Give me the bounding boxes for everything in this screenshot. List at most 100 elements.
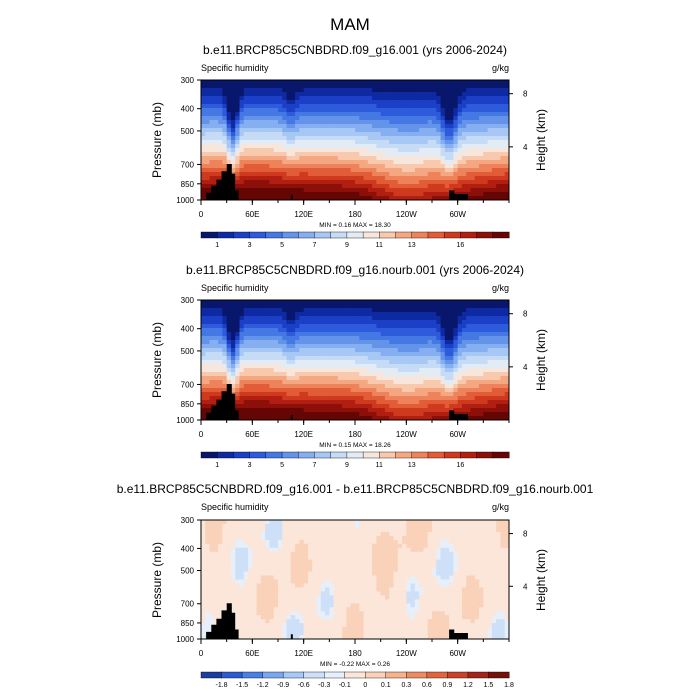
- heatmap-cell: [440, 300, 446, 305]
- heatmap-cell: [483, 152, 489, 157]
- heatmap-cell: [333, 404, 339, 409]
- heatmap-cell: [419, 176, 424, 181]
- heatmap-cell: [393, 392, 399, 397]
- heatmap-cell: [496, 196, 501, 201]
- heatmap-cell: [432, 184, 437, 189]
- heatmap-cell: [397, 144, 403, 149]
- heatmap-cell: [496, 412, 501, 417]
- heatmap-cell: [466, 124, 471, 129]
- heatmap-cell: [209, 180, 215, 185]
- heatmap-cell: [312, 92, 317, 97]
- heatmap-cell: [312, 368, 317, 373]
- heatmap-cell: [235, 627, 240, 632]
- heatmap-cell: [372, 400, 377, 405]
- heatmap-cell: [239, 520, 245, 525]
- heatmap-cell: [312, 160, 317, 165]
- heatmap-cell: [444, 84, 450, 89]
- heatmap-cell: [213, 120, 219, 125]
- heatmap-cell: [414, 404, 420, 409]
- heatmap-cell: [470, 320, 476, 325]
- heatmap-cell: [346, 340, 352, 345]
- heatmap-cell: [201, 543, 206, 549]
- heatmap-cell: [363, 92, 369, 97]
- heatmap-cell: [213, 520, 219, 525]
- heatmap-cell: [260, 88, 266, 93]
- heatmap-cell: [500, 400, 506, 405]
- heatmap-cell: [402, 408, 407, 413]
- heatmap-cell: [414, 384, 420, 389]
- heatmap-cell: [235, 384, 240, 389]
- heatmap-cell: [355, 128, 360, 133]
- heatmap-cell: [325, 392, 330, 397]
- heatmap-cell: [256, 308, 262, 313]
- heatmap-cell: [248, 635, 253, 640]
- heatmap-cell: [461, 96, 467, 101]
- heatmap-cell: [209, 168, 215, 173]
- heatmap-cell: [312, 412, 317, 417]
- heatmap-cell: [487, 84, 493, 89]
- heatmap-cell: [487, 168, 493, 173]
- heatmap-cell: [500, 356, 506, 361]
- heatmap-cell: [248, 563, 253, 568]
- heatmap-cell: [303, 308, 309, 313]
- heatmap-cell: [384, 328, 390, 333]
- heatmap-cell: [243, 372, 249, 377]
- heatmap-cell: [496, 340, 501, 345]
- heatmap-cell: [491, 80, 497, 85]
- heatmap-cell: [282, 80, 287, 85]
- heatmap-cell: [504, 328, 510, 333]
- heatmap-cell: [256, 520, 262, 525]
- heatmap-cell: [226, 100, 232, 105]
- heatmap-cell: [290, 120, 296, 125]
- heatmap-cell: [414, 336, 420, 341]
- heatmap-cell: [380, 364, 386, 369]
- heatmap-cell: [256, 336, 262, 341]
- heatmap-cell: [252, 392, 258, 397]
- heatmap-cell: [500, 312, 506, 317]
- heatmap-cell: [222, 523, 228, 529]
- heatmap-cell: [278, 168, 283, 173]
- heatmap-cell: [269, 352, 275, 357]
- heatmap-cell: [252, 336, 258, 341]
- heatmap-cell: [367, 340, 373, 345]
- heatmap-cell: [440, 160, 446, 165]
- heatmap-cell: [230, 539, 236, 545]
- heatmap-cell: [419, 96, 424, 101]
- heatmap-cell: [248, 619, 253, 624]
- heatmap-cell: [414, 100, 420, 105]
- heatmap-cell: [205, 551, 210, 557]
- heatmap-cell: [466, 380, 471, 385]
- heatmap-cell: [239, 108, 245, 113]
- heatmap-cell: [316, 304, 322, 309]
- heatmap-cell: [252, 416, 258, 421]
- heatmap-cell: [414, 132, 420, 137]
- heatmap-cell: [440, 404, 446, 409]
- heatmap-cell: [316, 164, 322, 169]
- heatmap-cell: [273, 396, 279, 401]
- heatmap-cell: [355, 132, 360, 137]
- heatmap-cell: [205, 92, 210, 97]
- heatmap-cell: [359, 316, 364, 321]
- heatmap-cell: [483, 316, 489, 321]
- heatmap-cell: [483, 184, 489, 189]
- heatmap-cell: [372, 124, 377, 129]
- heatmap-cell: [248, 404, 253, 409]
- heatmap-cell: [201, 408, 206, 413]
- heatmap-cell: [457, 176, 463, 181]
- heatmap-cell: [235, 132, 240, 137]
- heatmap-cell: [265, 583, 270, 588]
- heatmap-cell: [320, 380, 326, 385]
- heatmap-cell: [303, 136, 309, 141]
- heatmap-cell: [265, 188, 270, 193]
- heatmap-cell: [363, 388, 369, 393]
- heatmap-cell: [226, 523, 232, 529]
- heatmap-cell: [372, 336, 377, 341]
- heatmap-cell: [243, 595, 249, 600]
- heatmap-cell: [504, 312, 510, 317]
- heatmap-cell: [226, 304, 232, 309]
- heatmap-cell: [500, 372, 506, 377]
- heatmap-cell: [201, 404, 206, 409]
- heatmap-cell: [260, 520, 266, 525]
- heatmap-cell: [329, 184, 335, 189]
- heatmap-cell: [307, 360, 313, 365]
